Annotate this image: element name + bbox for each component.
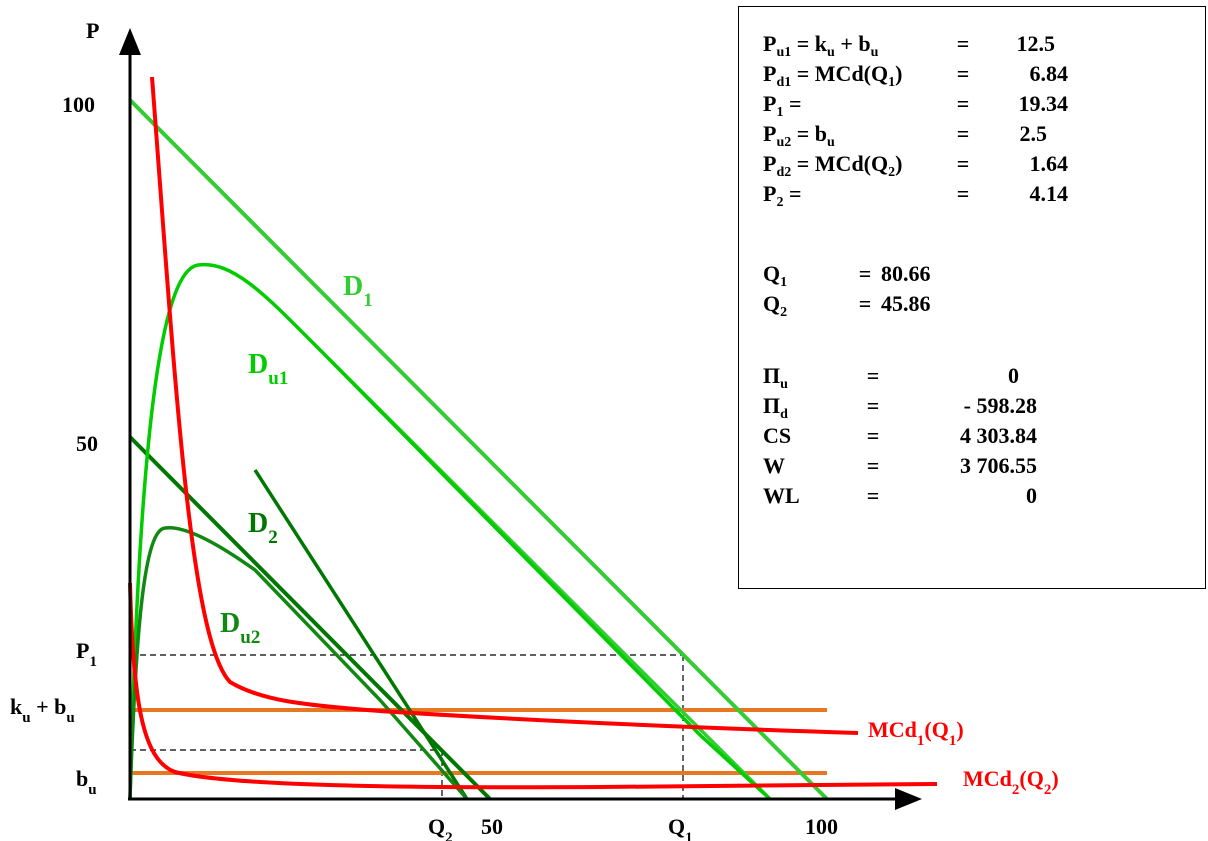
result-label: Pd2 = MCd(Q2): [763, 151, 903, 180]
mcd1-label: MCd1(Q1): [868, 717, 964, 749]
result-value: 0: [1008, 363, 1019, 388]
result-value: - 598.28: [963, 393, 1037, 418]
y-tick-ku-bu: ku + bu: [10, 694, 75, 726]
y-tick-50: 50: [76, 431, 98, 456]
result-label: W: [763, 453, 785, 478]
result-equals: =: [956, 91, 970, 116]
result-equals: =: [858, 261, 872, 286]
mcd1-curve: [150, 76, 859, 735]
result-label: P2 =: [763, 181, 802, 210]
result-label: Pu1 = ku + bu: [763, 31, 879, 60]
result-equals: =: [866, 393, 880, 418]
result-value: 19.34: [1018, 91, 1069, 116]
result-label: Q2: [763, 291, 788, 320]
result-equals: =: [956, 31, 970, 56]
result-value: 45.86: [881, 291, 931, 316]
y-axis-arrow-icon: [119, 28, 141, 55]
result-equals: =: [956, 151, 970, 176]
result-value: 4 303.84: [960, 423, 1037, 448]
result-value: 12.5: [1016, 31, 1056, 56]
result-label: P1 =: [763, 91, 802, 120]
results-box: Pu1 = ku + bu = 12.5 Pd1 = MCd(Q1) = 6.8…: [738, 6, 1206, 589]
du1-curve: [128, 262, 772, 801]
du2-curve: [128, 525, 469, 801]
result-label: Πu: [763, 363, 788, 392]
y-tick-bu: bu: [76, 766, 97, 798]
x-axis-arrow-icon: [895, 788, 922, 810]
result-label: CS: [763, 423, 792, 448]
d2-label: D2: [248, 508, 278, 548]
y-tick-p1: P1: [76, 638, 97, 670]
result-value: 80.66: [881, 261, 931, 286]
result-label: Pu2 = bu: [763, 121, 835, 150]
x-tick-q2: Q2: [428, 814, 453, 841]
y-axis-title: P: [86, 18, 99, 43]
result-value: 4.14: [1029, 181, 1069, 206]
mcd2-label: MCd2(Q2): [963, 766, 1059, 798]
result-label: Q1: [763, 261, 788, 290]
result-value: 2.5: [1019, 121, 1048, 146]
result-equals: =: [866, 483, 880, 508]
result-equals: =: [858, 291, 872, 316]
result-equals: =: [866, 453, 880, 478]
result-equals: =: [956, 121, 970, 146]
x-tick-100: 100: [805, 814, 838, 839]
result-value: 6.84: [1029, 61, 1069, 86]
result-value: 1.64: [1029, 151, 1069, 176]
result-equals: =: [866, 423, 880, 448]
x-tick-q1: Q1: [668, 814, 693, 841]
d2-shifted-line: [253, 469, 469, 800]
result-label: Pd1 = MCd(Q1): [763, 61, 903, 90]
du1-label: Du1: [248, 349, 288, 389]
d1-label: D1: [343, 271, 373, 311]
result-label: WL: [763, 483, 800, 508]
result-equals: =: [956, 61, 970, 86]
result-equals: =: [956, 181, 970, 206]
mcd2-curve: [128, 582, 938, 790]
y-tick-100: 100: [62, 92, 95, 117]
result-value: 3 706.55: [960, 453, 1037, 478]
x-tick-50: 50: [481, 814, 503, 839]
d2-line: [128, 435, 492, 801]
d1-line: [128, 98, 829, 801]
result-value: 0: [1026, 483, 1037, 508]
du2-label: Du2: [220, 608, 260, 648]
result-label: Πd: [763, 393, 788, 422]
result-equals: =: [866, 363, 880, 388]
